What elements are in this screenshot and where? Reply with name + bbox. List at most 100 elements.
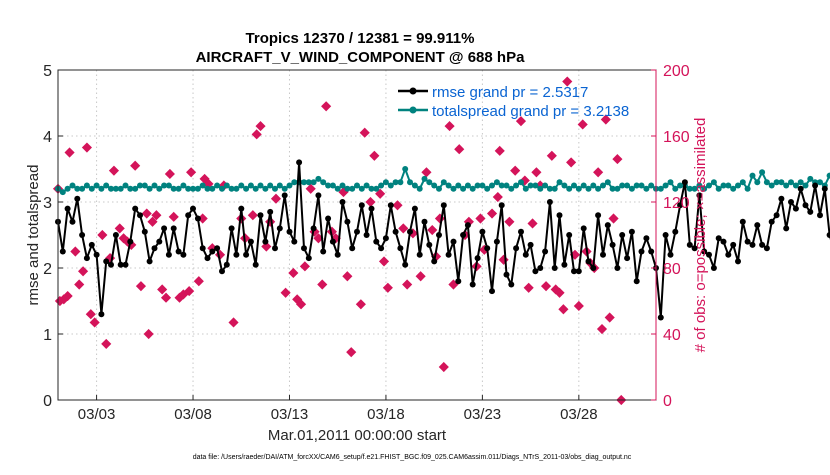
rmse-point: [503, 271, 510, 278]
rmse-point: [137, 212, 143, 219]
y-left-tick-label: 1: [43, 327, 52, 344]
rmse-point: [513, 245, 520, 252]
rmse-point: [498, 202, 505, 209]
totalspread-point: [132, 185, 139, 192]
rmse-point: [609, 241, 616, 248]
assimilated-obs-marker: [89, 317, 100, 328]
rmse-point: [262, 238, 269, 245]
totalspread-point: [749, 172, 756, 179]
totalspread-point: [247, 182, 254, 189]
rmse-point: [378, 245, 385, 252]
rmse-point: [614, 265, 621, 271]
rmse-point: [527, 241, 534, 248]
assimilated-obs-marker: [608, 213, 619, 224]
totalspread-point: [614, 185, 621, 192]
rmse-point: [214, 245, 221, 252]
totalspread-point: [715, 185, 722, 192]
y-right-tick-label: 120: [663, 195, 690, 212]
totalspread-point: [185, 185, 192, 192]
rmse-point: [643, 235, 650, 242]
rmse-point: [628, 228, 635, 235]
assimilated-obs-marker: [554, 287, 565, 298]
rmse-point: [320, 248, 327, 255]
x-tick-label: 03/28: [560, 406, 598, 423]
x-tick-label: 03/13: [271, 406, 309, 423]
assimilated-obs-marker: [280, 287, 291, 298]
rmse-point: [595, 212, 602, 219]
rmse-point: [146, 258, 153, 265]
totalspread-point: [657, 185, 664, 192]
assimilated-obs-marker: [247, 210, 258, 221]
totalspread-point: [768, 182, 775, 189]
totalspread-point: [354, 182, 360, 189]
assimilated-obs-marker: [475, 213, 486, 224]
rmse-point: [151, 245, 158, 252]
totalspread-point: [730, 185, 737, 192]
assimilated-obs-marker: [600, 114, 611, 125]
totalspread-point: [763, 179, 770, 186]
totalspread-point: [590, 182, 597, 189]
rmse-point: [710, 265, 717, 271]
y-right-tick-label: 200: [663, 63, 690, 80]
totalspread-point: [407, 179, 413, 186]
totalspread-point: [416, 185, 423, 192]
totalspread-point: [146, 185, 153, 192]
totalspread-point: [141, 182, 148, 189]
totalspread-point: [566, 185, 573, 192]
rmse-point: [411, 205, 418, 212]
rmse-point: [199, 245, 206, 252]
rmse-point: [792, 205, 799, 212]
rmse-point: [479, 228, 486, 235]
totalspread-point: [691, 185, 698, 192]
rmse-point: [788, 199, 794, 205]
totalspread-point: [98, 185, 105, 192]
totalspread-point: [773, 179, 780, 186]
legend-spread-label: totalspread grand pr = 3.2138: [432, 103, 629, 120]
totalspread-point: [329, 182, 336, 189]
rmse-point: [638, 248, 645, 255]
totalspread-point: [204, 185, 211, 192]
assimilated-obs-marker: [151, 210, 162, 221]
rmse-point: [489, 288, 495, 295]
assimilated-obs-marker: [64, 147, 75, 158]
totalspread-point: [161, 182, 168, 189]
totalspread-point: [127, 185, 134, 192]
totalspread-point: [450, 185, 457, 192]
rmse-point: [681, 179, 688, 186]
totalspread-point: [305, 179, 312, 186]
y-right-tick-label: 160: [663, 129, 690, 146]
assimilated-obs-marker: [346, 347, 357, 358]
assimilated-obs-marker: [270, 193, 282, 204]
totalspread-point: [137, 182, 143, 189]
rmse-point: [156, 238, 163, 245]
rmse-point: [310, 225, 317, 232]
rmse-point: [436, 232, 442, 238]
rmse-point: [267, 208, 274, 215]
assimilated-obs-marker: [527, 218, 538, 229]
rmse-point: [648, 248, 655, 255]
totalspread-point: [571, 182, 577, 189]
rmse-point: [74, 195, 81, 202]
totalspread-point: [498, 182, 505, 189]
totalspread-point: [59, 189, 66, 196]
totalspread-point: [281, 185, 288, 192]
totalspread-point: [638, 182, 645, 189]
totalspread-point: [720, 182, 727, 189]
rmse-point: [561, 261, 568, 268]
legend-spread-marker: [409, 106, 417, 114]
rmse-point: [59, 248, 66, 255]
rmse-series: [55, 159, 830, 321]
footer-data-file: data file: /Users/raeder/DAI/ATM_forcXX/…: [193, 454, 632, 461]
assimilated-obs-marker: [288, 267, 299, 279]
rmse-point: [464, 222, 471, 229]
y-left-tick-label: 3: [43, 195, 52, 212]
totalspread-point: [344, 185, 351, 192]
totalspread-point: [373, 185, 380, 192]
totalspread-point: [402, 166, 409, 172]
rmse-point: [407, 228, 413, 235]
rmse-point: [715, 235, 722, 242]
assimilated-obs-marker: [114, 223, 125, 234]
assimilated-obs-marker: [573, 300, 584, 312]
assimilated-obs-marker: [130, 160, 141, 171]
totalspread-point: [257, 182, 264, 189]
